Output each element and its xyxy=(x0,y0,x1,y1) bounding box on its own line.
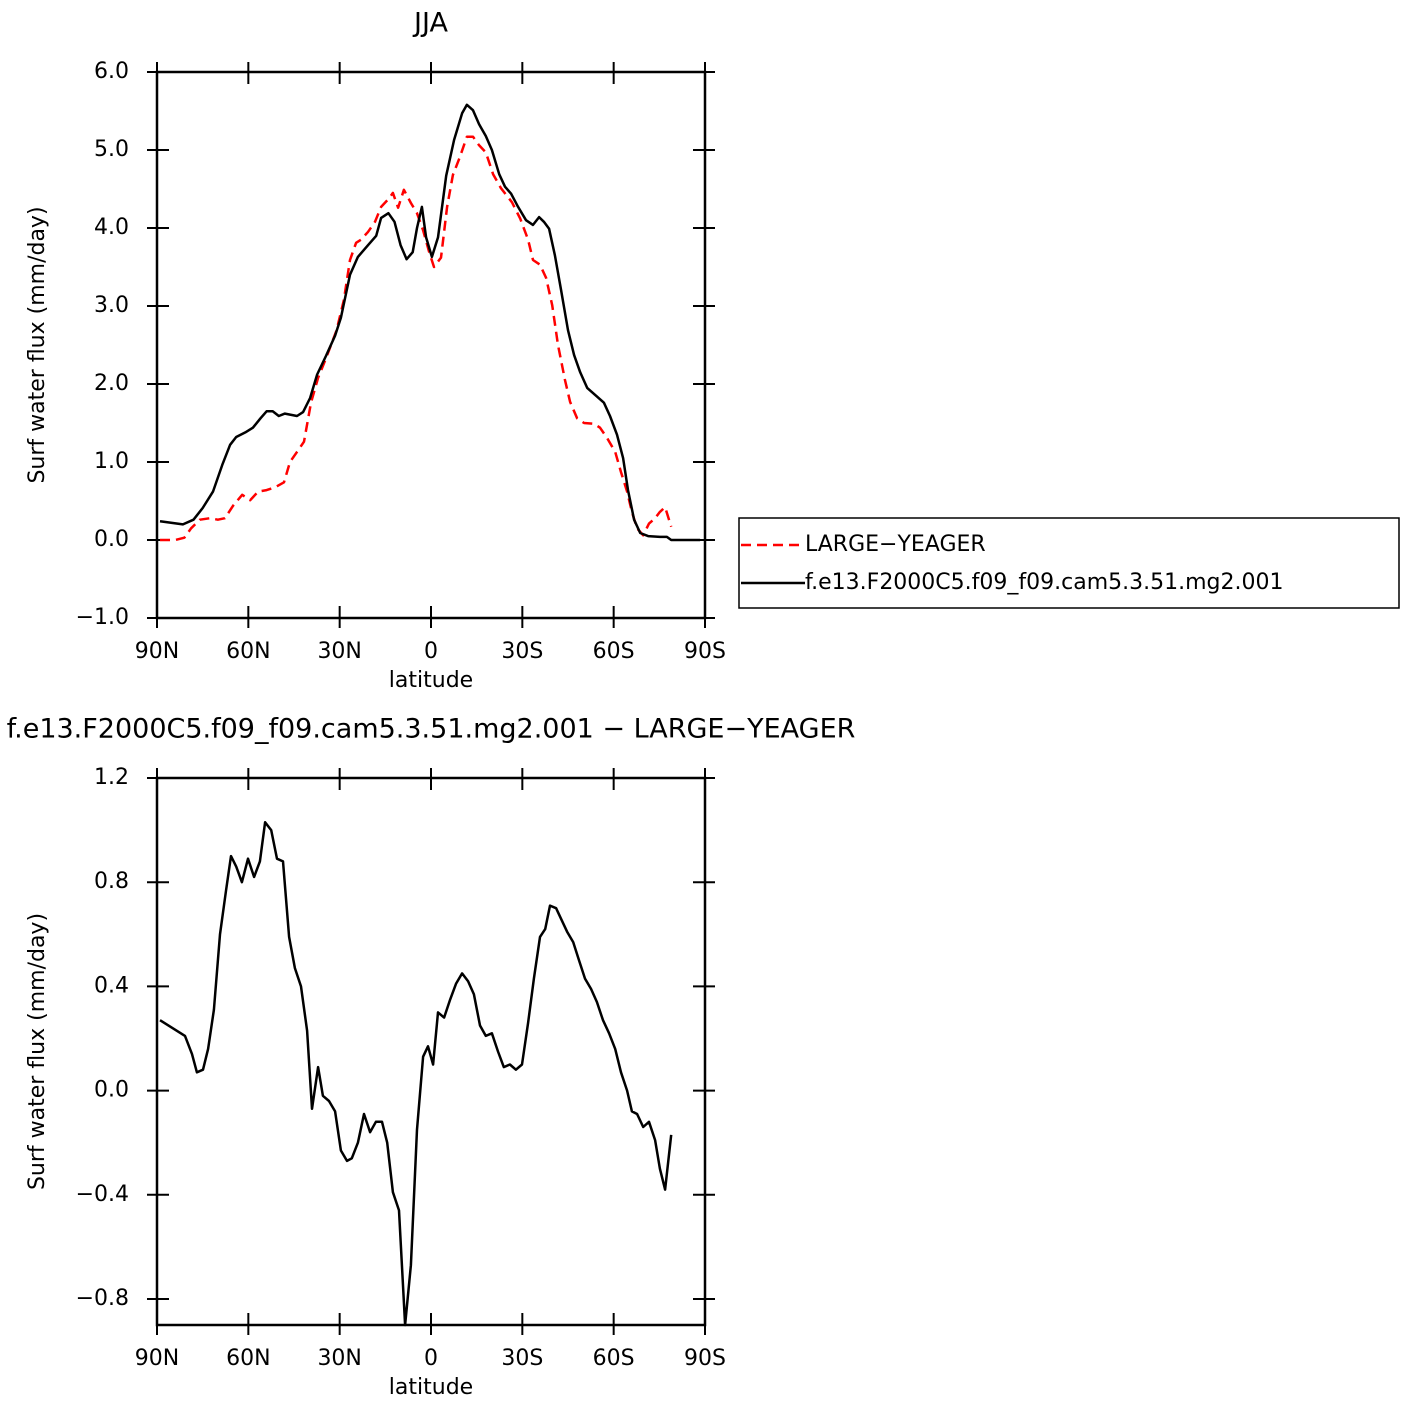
y-tick-label: 6.0 xyxy=(94,59,129,84)
x-tick-label: 90S xyxy=(684,1346,726,1371)
data-line xyxy=(160,135,673,542)
x-tick-label: 30S xyxy=(501,1346,543,1371)
x-tick-label: 90N xyxy=(135,639,179,664)
x-tick-label: 60N xyxy=(226,639,270,664)
data-line xyxy=(159,821,673,1327)
legend-label: f.e13.F2000C5.f09_f09.cam5.3.51.mg2.001 xyxy=(805,570,1283,595)
y-tick-label: 4.0 xyxy=(94,215,129,240)
y-tick-label: 5.0 xyxy=(94,137,129,162)
x-tick-label: 60N xyxy=(226,1346,270,1371)
y-tick-label: 1.2 xyxy=(94,765,129,790)
x-tick-label: 30N xyxy=(317,1346,361,1371)
y-tick-label: 0.0 xyxy=(94,1078,129,1103)
y-tick-label: 0.0 xyxy=(94,527,129,552)
x-axis-label: latitude xyxy=(389,1375,473,1400)
chart-title: f.e13.F2000C5.f09_f09.cam5.3.51.mg2.001 … xyxy=(7,714,856,745)
x-tick-label: 60S xyxy=(593,639,635,664)
y-tick-label: −0.8 xyxy=(76,1286,129,1311)
x-tick-label: 0 xyxy=(424,1346,438,1371)
data-line xyxy=(159,103,701,542)
y-tick-label: 2.0 xyxy=(94,371,129,396)
legend-box xyxy=(738,517,1400,609)
y-axis-label: Surf water flux (mm/day) xyxy=(25,206,50,483)
chart-title: JJA xyxy=(412,8,448,39)
x-tick-label: 30N xyxy=(317,639,361,664)
x-axis-label: latitude xyxy=(389,668,473,693)
x-tick-label: 90S xyxy=(684,639,726,664)
plot-frame xyxy=(155,776,707,1327)
legend-label: LARGE−YEAGER xyxy=(805,532,986,557)
y-tick-label: 0.8 xyxy=(94,869,129,894)
y-axis-label: Surf water flux (mm/day) xyxy=(25,913,50,1190)
x-tick-label: 60S xyxy=(593,1346,635,1371)
y-tick-label: −1.0 xyxy=(76,605,129,630)
x-tick-label: 30S xyxy=(501,639,543,664)
plot-frame xyxy=(155,70,707,620)
y-tick-label: 3.0 xyxy=(94,293,129,318)
x-tick-label: 0 xyxy=(424,639,438,664)
y-tick-label: 0.4 xyxy=(94,973,129,998)
x-tick-label: 90N xyxy=(135,1346,179,1371)
y-tick-label: 1.0 xyxy=(94,449,129,474)
y-tick-label: −0.4 xyxy=(76,1182,129,1207)
